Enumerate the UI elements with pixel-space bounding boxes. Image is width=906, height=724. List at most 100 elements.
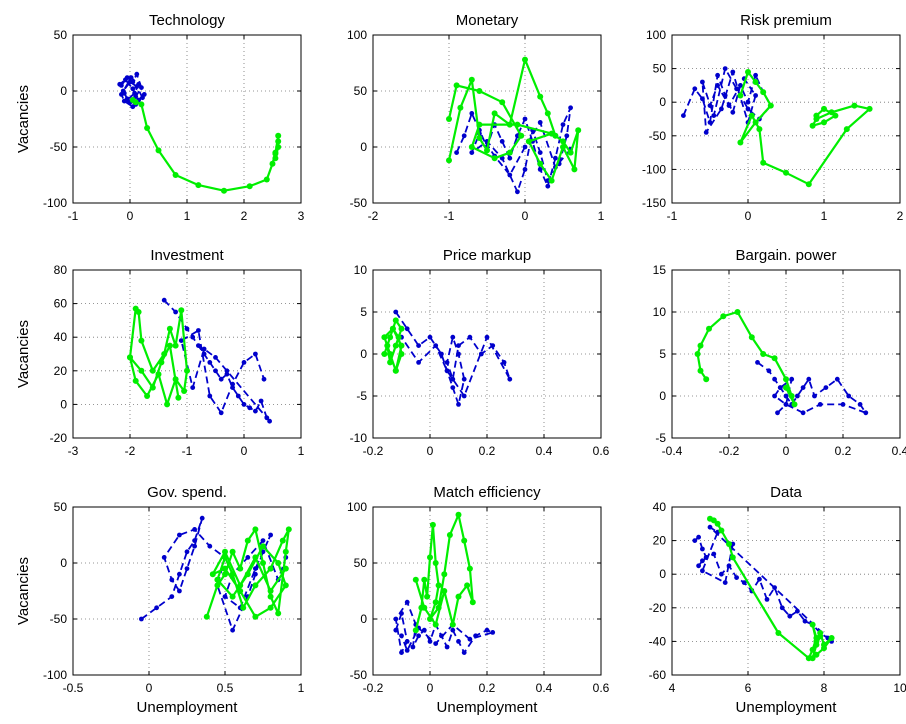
- y-tick-label: 10: [653, 305, 667, 319]
- blue-data-point: [722, 580, 728, 585]
- green-data-point: [817, 633, 824, 640]
- green-data-point: [267, 604, 274, 611]
- green-data-point: [748, 334, 755, 341]
- green-data-point: [144, 393, 151, 399]
- green-data-point: [244, 571, 251, 578]
- blue-data-point: [734, 575, 739, 580]
- green-data-point: [821, 645, 827, 652]
- green-series-line: [132, 99, 280, 192]
- green-data-point: [161, 351, 168, 357]
- blue-data-point: [207, 543, 213, 549]
- green-data-point: [222, 554, 228, 561]
- blue-data-point: [711, 551, 717, 557]
- blue-data-point: [812, 393, 817, 399]
- green-series-line: [739, 70, 871, 186]
- blue-data-point: [757, 576, 762, 582]
- green-data-point: [522, 56, 528, 63]
- chart-panel-9: 4 6 8 10 -60 -40 -20 0 20 40 Data Unemployment: [649, 484, 906, 716]
- y-tick-label: 0: [60, 556, 67, 570]
- blue-data-point: [772, 585, 777, 590]
- blue-data-point: [461, 650, 467, 655]
- green-data-point: [788, 393, 795, 399]
- green-data-point: [260, 560, 266, 566]
- blue-data-point: [393, 627, 399, 633]
- green-data-point: [138, 337, 145, 344]
- y-tick-label: -50: [649, 129, 667, 143]
- blue-series-line: [682, 67, 772, 134]
- plot-area: [694, 309, 869, 416]
- blue-data-point: [444, 368, 450, 374]
- green-data-point: [138, 367, 145, 374]
- blue-data-point: [700, 568, 705, 574]
- green-data-point: [484, 147, 490, 154]
- y-tick-label: 50: [54, 28, 68, 42]
- green-data-point: [783, 376, 789, 383]
- blue-data-point: [450, 385, 456, 390]
- green-series-line: [696, 310, 796, 406]
- green-data-point: [455, 511, 462, 518]
- green-data-point: [395, 334, 402, 341]
- green-data-point: [195, 182, 202, 189]
- y-tick-label: 50: [653, 62, 667, 76]
- plot-area: [393, 511, 496, 655]
- green-data-point: [491, 110, 498, 117]
- plot-area: [446, 56, 582, 195]
- green-data-point: [767, 102, 774, 109]
- panel-title: Technology: [149, 12, 225, 29]
- green-data-point: [851, 102, 858, 109]
- green-data-point: [697, 367, 704, 374]
- green-data-point: [449, 621, 456, 628]
- green-data-point: [499, 99, 506, 106]
- green-data-point: [453, 82, 460, 89]
- blue-data-point: [450, 334, 456, 340]
- blue-data-point: [230, 381, 236, 387]
- green-data-point: [172, 172, 179, 178]
- blue-data-point: [461, 393, 467, 399]
- green-data-point: [203, 613, 210, 620]
- blue-data-point: [722, 93, 728, 98]
- blue-data-point: [722, 66, 728, 71]
- green-data-point: [468, 76, 475, 83]
- blue-data-point: [218, 410, 224, 416]
- blue-data-point: [726, 563, 732, 569]
- blue-data-point: [806, 376, 812, 382]
- green-data-point: [821, 105, 827, 112]
- y-tick-label: -50: [350, 668, 368, 682]
- blue-data-point: [707, 103, 713, 108]
- y-tick-label: 100: [347, 28, 367, 42]
- green-data-point: [252, 613, 259, 620]
- blue-data-point: [134, 71, 140, 77]
- green-data-point: [381, 351, 388, 357]
- green-data-point: [267, 565, 274, 572]
- blue-data-point: [230, 627, 236, 633]
- blue-data-point: [230, 385, 236, 390]
- blue-data-point: [404, 648, 410, 653]
- blue-data-point: [213, 368, 218, 374]
- panel-title: Data: [770, 484, 802, 501]
- plot-area: [681, 66, 873, 188]
- green-data-point: [518, 132, 525, 139]
- blue-data-point: [507, 155, 513, 161]
- blue-data-point: [119, 92, 124, 97]
- panel-title: Bargain. power: [736, 247, 837, 264]
- green-series-line: [383, 319, 403, 372]
- x-tick-label: -3: [68, 444, 79, 458]
- y-tick-label: 60: [54, 297, 68, 311]
- green-data-point: [821, 119, 827, 126]
- plot-area: [381, 309, 513, 407]
- green-data-point: [392, 367, 399, 374]
- green-data-point: [506, 121, 513, 128]
- green-data-point: [214, 582, 221, 589]
- green-series-line: [414, 513, 474, 631]
- green-data-point: [427, 554, 433, 561]
- blue-data-point: [681, 113, 686, 118]
- blue-data-point: [461, 376, 467, 382]
- axes-frame: [671, 269, 901, 439]
- y-tick-label: 0: [659, 567, 666, 581]
- green-series-line: [709, 517, 833, 660]
- blue-data-point: [154, 605, 160, 611]
- y-tick-label: 15: [653, 263, 667, 277]
- blue-data-point: [766, 368, 772, 374]
- y-tick-label: -50: [350, 196, 368, 210]
- green-data-point: [466, 565, 473, 572]
